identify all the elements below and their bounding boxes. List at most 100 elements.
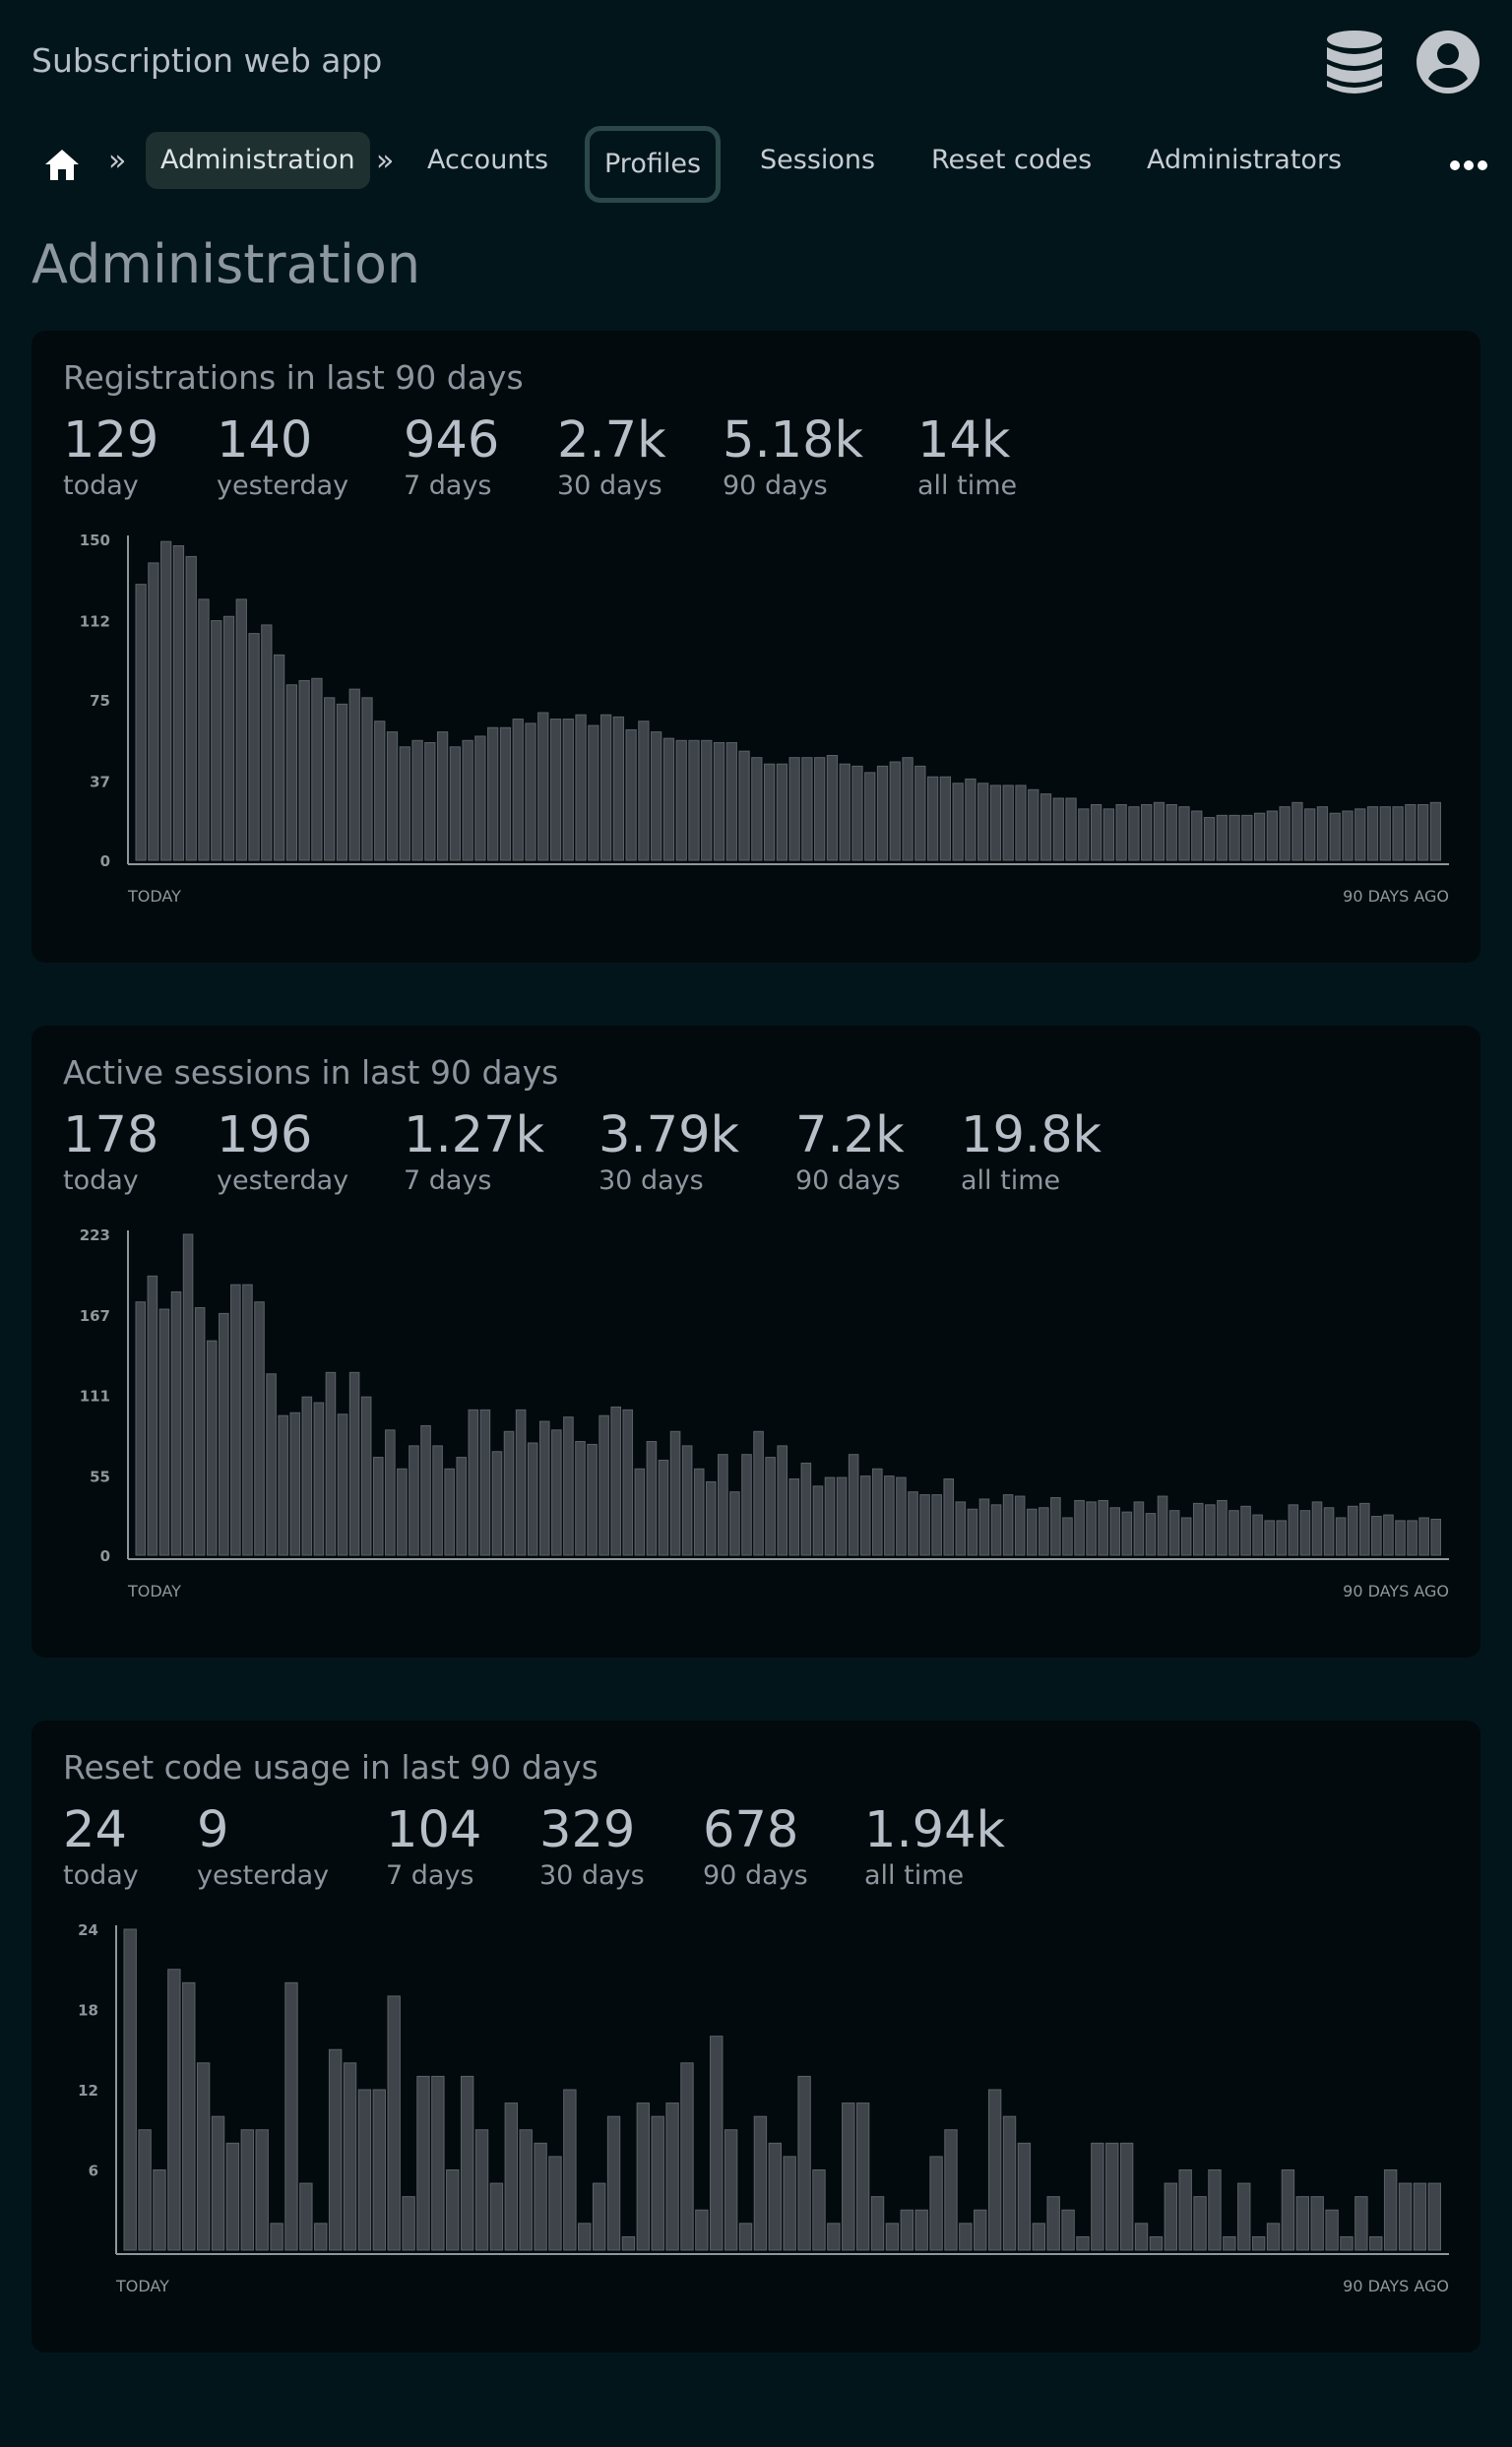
chart-bar — [1240, 1505, 1251, 1556]
chart-bar — [768, 2142, 782, 2251]
chart-bar — [926, 776, 939, 861]
chart-bar — [1002, 2115, 1017, 2251]
chart-bar — [729, 1491, 740, 1556]
home-icon[interactable] — [43, 148, 81, 183]
chart-bar — [254, 1301, 265, 1556]
chart-bar — [285, 684, 298, 861]
nav-item-accounts[interactable]: Accounts — [427, 145, 549, 175]
chart-bar — [534, 2142, 547, 2251]
chart-bar — [625, 728, 637, 861]
chart-bar — [701, 739, 713, 861]
chart-bar — [1090, 803, 1102, 861]
chart-bar — [1078, 808, 1090, 861]
x-end-label: 90 DAYS AGO — [1343, 1582, 1449, 1600]
chart-bar — [348, 1371, 360, 1556]
stat-today-value: 129 — [63, 411, 159, 470]
chart-bar — [420, 1424, 431, 1556]
chart-bar — [1383, 1514, 1394, 1556]
chart-bar — [827, 2223, 841, 2251]
nav-item-sessions[interactable]: Sessions — [760, 145, 876, 175]
chart-bar — [1395, 1520, 1406, 1556]
chart-bar — [409, 1445, 419, 1556]
chart-bar — [273, 654, 285, 861]
chart-bar — [695, 2209, 709, 2251]
chart-bar — [503, 1430, 515, 1556]
chart-bar — [1347, 1505, 1358, 1556]
chart-bar — [1417, 803, 1429, 861]
chart-bar — [562, 719, 574, 861]
chart-bar — [724, 2129, 738, 2251]
chart-bar — [1398, 2182, 1413, 2251]
stat-today-label: today — [63, 1860, 139, 1891]
nav-item-administration[interactable]: Administration — [146, 132, 370, 189]
chart-bar — [489, 2182, 504, 2251]
chart-bar — [1086, 1501, 1097, 1556]
chart-bar — [1193, 2196, 1207, 2251]
chart-bar — [436, 731, 449, 861]
nav-item-profiles[interactable]: Profiles — [585, 126, 722, 203]
chart-bar — [289, 1412, 301, 1556]
chart-bar — [138, 2129, 152, 2251]
stat-all-time-value: 19.8k — [961, 1106, 1102, 1164]
account-circle-icon[interactable] — [1416, 30, 1480, 94]
chart-bar — [1133, 1501, 1145, 1556]
stat-all-time-value: 1.94k — [864, 1801, 1006, 1859]
chart-bar — [563, 1416, 574, 1556]
chart-bar — [612, 716, 624, 861]
chart-bar — [431, 2075, 445, 2251]
stat-30-days-label: 30 days — [557, 471, 662, 501]
chart-bar — [1178, 2169, 1192, 2251]
chart-bar — [848, 1454, 859, 1556]
chart-bar — [301, 1396, 313, 1556]
chart-bar — [1203, 817, 1216, 861]
stat-90-days-value: 5.18k — [723, 411, 864, 470]
chart-bar — [1026, 1508, 1038, 1556]
nav-item-reset-codes[interactable]: Reset codes — [931, 145, 1093, 175]
chart-bar — [211, 2115, 225, 2251]
chart-bar — [135, 584, 147, 861]
chart-bar — [1241, 814, 1253, 861]
chart-bar — [959, 2223, 973, 2251]
chart-bar — [812, 2169, 826, 2251]
chart-bar — [270, 2223, 284, 2251]
chart-bar — [599, 714, 612, 861]
y-tick-label: 75 — [90, 692, 110, 710]
chart-bar — [900, 2209, 914, 2251]
chart-bar — [1134, 2223, 1149, 2251]
stat-7-days-value: 946 — [404, 411, 500, 470]
active-sessions-card: Active sessions in last 90 days 178 toda… — [32, 1026, 1480, 1658]
chart-bar — [598, 1414, 609, 1556]
breadcrumb-separator: » — [376, 144, 395, 178]
chart-bar — [851, 765, 863, 861]
chart-bar — [621, 2235, 636, 2251]
registrations-bar-chart: 0 37 75 112 150 TODAY 90 DAYS AGO — [80, 532, 1449, 906]
chart-bar — [665, 2102, 679, 2251]
chart-bar — [931, 1494, 942, 1556]
chart-bar — [989, 784, 1002, 861]
chart-bar — [1299, 1510, 1311, 1556]
stat-30-days-value: 2.7k — [557, 411, 666, 470]
database-icon[interactable] — [1325, 30, 1384, 96]
chart-bar — [411, 739, 423, 861]
chart-bar — [902, 757, 914, 861]
chart-bar — [449, 746, 462, 861]
chart-bar — [196, 2062, 211, 2251]
chart-bar — [1046, 2196, 1060, 2251]
nav-item-administrators[interactable]: Administrators — [1147, 145, 1343, 175]
chart-bar — [646, 1441, 658, 1556]
chart-bar — [1407, 1520, 1418, 1556]
more-horizontal-icon[interactable] — [1449, 154, 1488, 177]
chart-bar — [741, 1454, 752, 1556]
chart-bar — [1168, 1510, 1180, 1556]
active-sessions-bar-chart: 0 55 111 167 223 TODAY 90 DAYS AGO — [80, 1226, 1449, 1600]
stat-90-days-label: 90 days — [703, 1860, 808, 1891]
chart-bar — [172, 545, 185, 861]
chart-bar — [1102, 808, 1114, 861]
chart-bar — [1014, 1495, 1026, 1556]
chart-bar — [839, 763, 850, 861]
chart-bar — [1413, 2182, 1427, 2251]
chart-bar — [242, 1284, 253, 1556]
stat-today-value: 178 — [63, 1106, 159, 1164]
chart-bar — [182, 1233, 194, 1556]
chart-bar — [783, 2156, 796, 2251]
